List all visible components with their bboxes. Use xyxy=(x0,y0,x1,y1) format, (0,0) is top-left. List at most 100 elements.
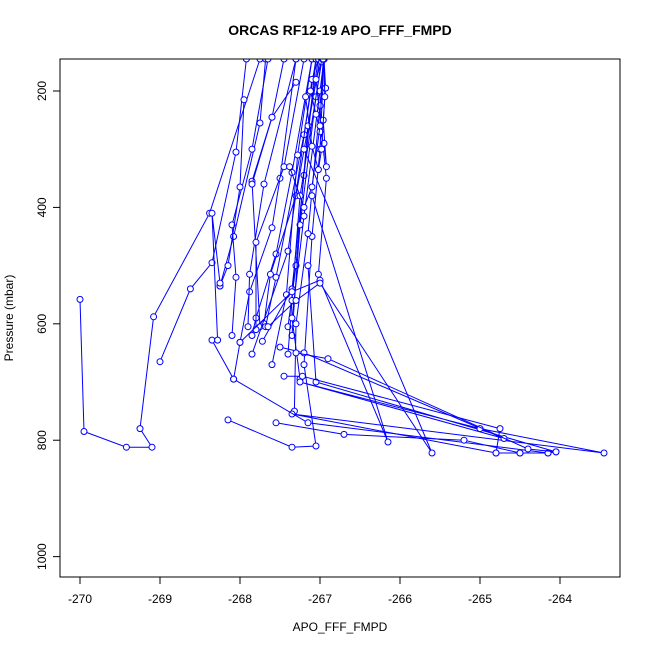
data-point xyxy=(266,270,274,278)
data-point xyxy=(186,285,194,293)
x-tick-label: -268 xyxy=(228,592,252,606)
y-tick-label: 400 xyxy=(35,197,49,217)
data-point xyxy=(516,449,524,457)
data-point xyxy=(80,428,88,435)
series-line xyxy=(295,352,557,453)
data-point xyxy=(296,378,304,386)
data-point xyxy=(228,332,236,339)
data-point xyxy=(284,350,292,358)
data-point xyxy=(384,438,392,446)
series-line xyxy=(287,61,323,355)
data-point xyxy=(322,163,330,171)
x-tick-label: -264 xyxy=(548,592,572,606)
series-23 xyxy=(248,78,300,188)
data-point xyxy=(148,443,156,451)
series-line xyxy=(251,58,285,327)
data-point xyxy=(136,425,144,433)
data-point xyxy=(224,416,232,424)
series-5 xyxy=(228,55,272,339)
data-point xyxy=(280,372,288,380)
data-point xyxy=(224,262,232,270)
plot-frame xyxy=(59,58,621,578)
data-point xyxy=(208,209,216,217)
series-line xyxy=(284,375,501,454)
data-point xyxy=(244,323,252,331)
data-point xyxy=(252,238,260,246)
series-19 xyxy=(208,209,224,344)
data-point xyxy=(460,436,468,444)
data-point xyxy=(316,279,324,287)
data-point xyxy=(314,166,322,174)
data-point xyxy=(236,183,244,191)
series-line xyxy=(275,422,521,454)
y-tick-label: 200 xyxy=(35,81,49,101)
data-point xyxy=(292,78,300,86)
x-tick-label: -266 xyxy=(388,592,412,606)
data-point xyxy=(288,314,296,322)
data-point xyxy=(292,349,300,357)
y-tick-label: 600 xyxy=(35,313,49,333)
data-point xyxy=(321,93,329,101)
data-point xyxy=(302,93,310,101)
data-point xyxy=(308,183,316,191)
series-31 xyxy=(292,349,560,456)
data-point xyxy=(316,122,324,130)
data-point xyxy=(322,174,330,182)
data-point xyxy=(156,358,164,366)
data-point xyxy=(232,273,240,281)
x-tick-label: -270 xyxy=(68,592,92,606)
series-layer xyxy=(0,0,650,457)
series-8 xyxy=(248,55,288,331)
data-point xyxy=(122,443,130,451)
series-line xyxy=(255,58,305,330)
data-point xyxy=(340,430,348,438)
series-line xyxy=(305,58,326,170)
series-0 xyxy=(76,55,264,451)
data-point xyxy=(300,145,308,153)
data-point xyxy=(248,332,256,339)
data-point xyxy=(496,425,504,433)
data-point xyxy=(248,180,256,188)
data-point xyxy=(316,102,324,110)
data-point xyxy=(308,142,316,150)
y-tick-label: 1000 xyxy=(35,543,49,570)
data-point xyxy=(236,338,244,346)
data-point xyxy=(248,145,256,153)
series-line xyxy=(219,99,245,287)
data-point xyxy=(268,113,276,121)
data-point xyxy=(240,96,248,104)
data-point xyxy=(312,75,320,83)
x-axis: -270 -269 -268 -267 -266 -265 -264 xyxy=(68,576,572,606)
data-point xyxy=(292,297,300,304)
data-point xyxy=(300,212,308,220)
data-point xyxy=(294,151,302,159)
data-point xyxy=(258,337,266,345)
series-28 xyxy=(264,145,436,457)
data-point xyxy=(428,449,436,457)
y-axis: 200 400 600 800 1000 xyxy=(35,81,61,570)
series-1 xyxy=(156,55,250,366)
data-point xyxy=(306,87,314,95)
chart-title: ORCAS RF12-19 APO_FFF_FMPD xyxy=(228,22,452,38)
data-point xyxy=(304,230,312,238)
series-line xyxy=(261,58,317,342)
series-line xyxy=(247,58,297,327)
data-point xyxy=(260,180,268,188)
series-30 xyxy=(230,375,552,457)
data-point xyxy=(272,419,280,427)
data-point xyxy=(230,375,238,383)
series-12 xyxy=(216,96,248,290)
series-line xyxy=(271,58,313,365)
series-line xyxy=(79,58,261,448)
data-point xyxy=(314,270,322,278)
data-point xyxy=(300,361,308,369)
data-point xyxy=(308,192,316,200)
top-clip xyxy=(0,0,650,59)
data-point xyxy=(304,262,312,270)
data-point xyxy=(246,270,254,278)
data-point xyxy=(324,355,332,363)
data-point xyxy=(312,110,320,118)
data-point xyxy=(304,419,312,427)
data-point xyxy=(214,336,222,344)
data-point xyxy=(208,259,216,267)
